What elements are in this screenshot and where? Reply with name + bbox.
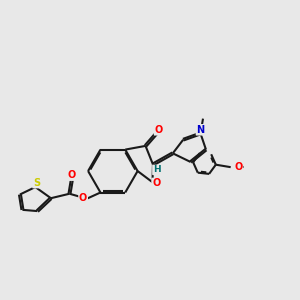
- Text: H: H: [153, 165, 160, 174]
- Text: O: O: [152, 178, 160, 188]
- Text: O: O: [235, 162, 243, 172]
- Text: O: O: [79, 193, 87, 203]
- Text: S: S: [33, 178, 40, 188]
- Text: N: N: [196, 125, 205, 135]
- Text: O: O: [68, 170, 76, 180]
- Text: O: O: [154, 125, 163, 135]
